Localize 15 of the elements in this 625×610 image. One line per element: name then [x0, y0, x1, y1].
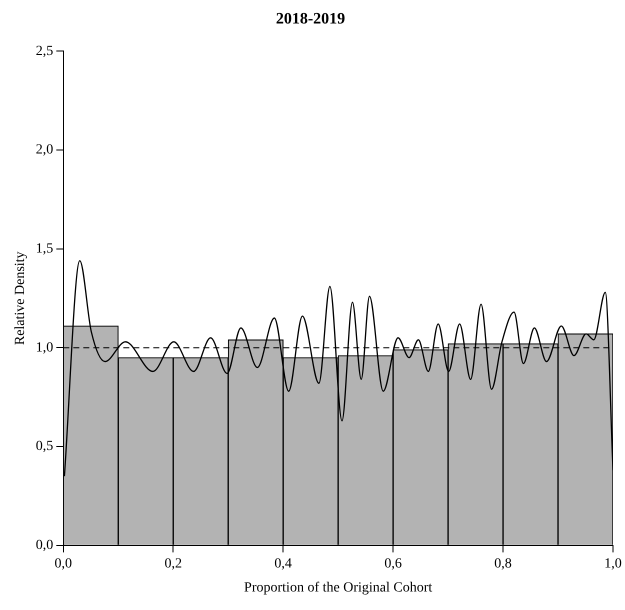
y-tick-label: 0,0	[36, 538, 54, 554]
x-tick-label: 0,6	[384, 556, 402, 572]
x-tick-label: 0,4	[274, 556, 292, 572]
x-tick-label: 1,0	[604, 556, 622, 572]
x-axis-title: Proportion of the Original Cohort	[244, 580, 432, 596]
chart-title: 2018-2019	[276, 10, 346, 28]
y-tick-label: 2,0	[36, 142, 54, 158]
x-tick-label: 0,2	[164, 556, 182, 572]
x-tick-label: 0,8	[494, 556, 512, 572]
y-axis-title: Relative Density	[13, 251, 28, 346]
y-tick-label: 2,5	[36, 44, 54, 59]
y-tick-label: 1,0	[36, 340, 54, 356]
x-tick-label: 0,0	[54, 556, 72, 572]
y-tick-label: 0,5	[36, 439, 54, 454]
y-tick-label: 1,5	[36, 242, 54, 257]
